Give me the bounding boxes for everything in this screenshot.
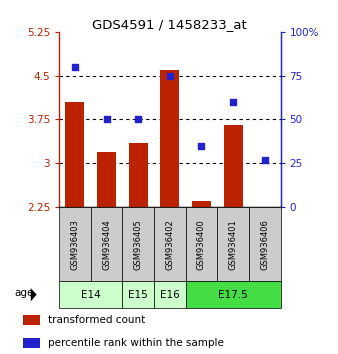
Bar (59, 281, 122, 308)
Point (72, 64, 78, 70)
Polygon shape (31, 288, 37, 301)
Bar (66, 102, 84, 207)
Bar (91, 207, 122, 281)
Text: GSM936405: GSM936405 (134, 219, 143, 270)
Point (231, 99, 236, 105)
Bar (129, 143, 148, 207)
Text: GSM936403: GSM936403 (70, 219, 79, 270)
Point (136, 117, 141, 122)
Bar (186, 281, 281, 308)
Text: E14: E14 (81, 290, 101, 300)
Text: GSM936401: GSM936401 (228, 219, 238, 270)
Bar (122, 281, 154, 308)
Text: GSM936406: GSM936406 (260, 219, 269, 270)
Text: GSM936400: GSM936400 (197, 219, 206, 270)
Text: E15: E15 (128, 290, 148, 300)
Title: GDS4591 / 1458233_at: GDS4591 / 1458233_at (93, 18, 247, 31)
Text: age: age (15, 289, 34, 298)
Bar (249, 207, 281, 281)
Point (199, 143, 204, 149)
Bar (97, 152, 116, 207)
Bar (59, 207, 91, 281)
Bar (23, 315, 40, 325)
Text: transformed count: transformed count (48, 315, 145, 325)
Bar (154, 207, 186, 281)
Point (104, 117, 109, 122)
Bar (23, 338, 40, 348)
Text: GSM936404: GSM936404 (102, 219, 111, 270)
Bar (255, 207, 274, 209)
Bar (192, 201, 211, 207)
Bar (160, 70, 179, 207)
Bar (217, 207, 249, 281)
Bar (186, 207, 217, 281)
Bar (122, 207, 154, 281)
Text: E16: E16 (160, 290, 180, 300)
Point (262, 157, 267, 162)
Bar (154, 281, 186, 308)
Text: GSM936402: GSM936402 (165, 219, 174, 270)
Text: E17.5: E17.5 (218, 290, 248, 300)
Text: percentile rank within the sample: percentile rank within the sample (48, 338, 224, 348)
Bar (224, 125, 243, 207)
Point (167, 73, 172, 79)
